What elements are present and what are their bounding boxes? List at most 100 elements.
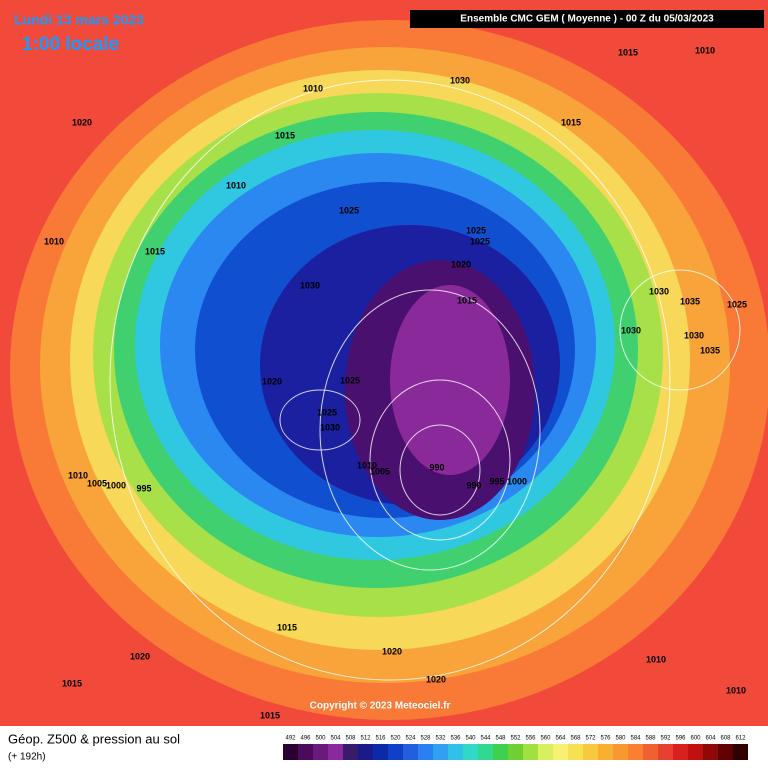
isobar-label: 1000 <box>507 476 527 486</box>
background-field <box>0 0 768 726</box>
colorbar-swatch <box>733 744 748 760</box>
model-box <box>410 10 764 28</box>
colorbar-swatch <box>298 744 313 760</box>
colorbar-label: 592 <box>660 736 671 742</box>
isobar-label: 1025 <box>339 205 359 215</box>
isobar-label: 1035 <box>700 345 720 355</box>
isobar-label: 995 <box>136 483 151 493</box>
colorbar-label: 540 <box>465 736 476 742</box>
colorbar-label: 536 <box>450 736 461 742</box>
colorbar-swatch <box>553 744 568 760</box>
isobar-label: 1025 <box>340 375 360 385</box>
isobar-label: 1015 <box>277 622 297 632</box>
colorbar-swatch <box>493 744 508 760</box>
colorbar-label: 516 <box>375 736 386 742</box>
colorbar-label: 500 <box>315 736 326 742</box>
colorbar-swatch <box>658 744 673 760</box>
colorbar-swatch <box>463 744 478 760</box>
colorbar-swatch <box>538 744 553 760</box>
colorbar-label: 528 <box>420 736 431 742</box>
isobar-label: 1025 <box>466 225 486 235</box>
model-title: Ensemble CMC GEM ( Moyenne ) - 00 Z du 0… <box>460 14 714 25</box>
colorbar-swatch <box>583 744 598 760</box>
isobar-label: 1010 <box>44 236 64 246</box>
isobar-label: 1015 <box>275 130 295 140</box>
colorbar-swatch <box>523 744 538 760</box>
isobar-label: 1005 <box>87 478 107 488</box>
colorbar-swatch <box>328 744 343 760</box>
colorbar-swatch <box>718 744 733 760</box>
colorbar-label: 608 <box>720 736 731 742</box>
isobar-label: 1025 <box>470 236 490 246</box>
isobar-label: 1010 <box>357 460 377 470</box>
isobar-label: 1020 <box>451 259 471 269</box>
colorbar-label: 552 <box>510 736 521 742</box>
colorbar-label: 532 <box>435 736 446 742</box>
colorbar-label: 548 <box>495 736 506 742</box>
colorbar-label: 492 <box>285 736 296 742</box>
colorbar-label: 544 <box>480 736 491 742</box>
colorbar-swatch <box>388 744 403 760</box>
isobar-label: 995 <box>489 476 504 486</box>
date: Lundi 13 mars 2023 <box>14 12 144 28</box>
isobar-label: 1030 <box>320 422 340 432</box>
isobar-label: 1010 <box>695 45 715 55</box>
isobar-label: 990 <box>429 462 444 472</box>
colorbar-label: 496 <box>300 736 311 742</box>
isobar-label: 1020 <box>426 674 446 684</box>
isobar-label: 1010 <box>226 180 246 190</box>
isobar-label: 1020 <box>130 651 150 661</box>
isobar-label: 1015 <box>618 47 638 57</box>
colorbar-swatch <box>508 744 523 760</box>
colorbar-label: 524 <box>405 736 416 742</box>
colorbar-label: 604 <box>705 736 716 742</box>
footer-title: Géop. Z500 & pression au sol <box>8 731 180 746</box>
colorbar-swatch <box>613 744 628 760</box>
colorbar-label: 568 <box>570 736 581 742</box>
colorbar-swatch <box>688 744 703 760</box>
colorbar-label: 508 <box>345 736 356 742</box>
colorbar-swatch <box>673 744 688 760</box>
isobar-label: 1030 <box>450 75 470 85</box>
colorbar-label: 612 <box>735 736 746 742</box>
local-time: 1:00 locale <box>22 34 119 55</box>
isobar-label: 1010 <box>68 470 88 480</box>
colorbar-swatch <box>598 744 613 760</box>
colorbar-swatch <box>343 744 358 760</box>
colorbar-swatch <box>448 744 463 760</box>
isobar-label: 1020 <box>262 376 282 386</box>
isobar-label: 1010 <box>726 685 746 695</box>
colorbar-swatch <box>703 744 718 760</box>
colorbar-label: 520 <box>390 736 401 742</box>
isobar-label: 1015 <box>145 246 165 256</box>
colorbar-label: 556 <box>525 736 536 742</box>
isobar-label: 1015 <box>457 295 477 305</box>
isobar-label: 1025 <box>317 407 337 417</box>
isobar-label: 1020 <box>72 117 92 127</box>
lead-time: (+ 192h) <box>8 752 46 763</box>
isobar-label: 990 <box>466 480 481 490</box>
colorbar: 492 496 500 504 508 512 516 520 524 528 532 536 540 5… <box>283 736 748 760</box>
isobar-label: 1025 <box>727 299 747 309</box>
colorbar-swatch <box>373 744 388 760</box>
colorbar-label: 580 <box>615 736 626 742</box>
colorbar-label: 588 <box>645 736 656 742</box>
colorbar-label: 512 <box>360 736 371 742</box>
colorbar-swatch <box>628 744 643 760</box>
isobar-label: 1015 <box>561 117 581 127</box>
isobar-label: 1020 <box>382 646 402 656</box>
colorbar-label: 560 <box>540 736 551 742</box>
colorbar-swatch <box>568 744 583 760</box>
colorbar-label: 584 <box>630 736 641 742</box>
colorbar-swatch <box>403 744 418 760</box>
isobar-label: 1010 <box>303 83 323 93</box>
isobar-label: 1035 <box>680 296 700 306</box>
copyright: Copyright © 2023 Meteociel.fr <box>310 701 451 712</box>
colorbar-swatch <box>433 744 448 760</box>
colorbar-swatch <box>478 744 493 760</box>
colorbar-label: 564 <box>555 736 566 742</box>
colorbar-label: 600 <box>690 736 701 742</box>
isobar-label: 1000 <box>106 480 126 490</box>
isobar-label: 1010 <box>646 654 666 664</box>
